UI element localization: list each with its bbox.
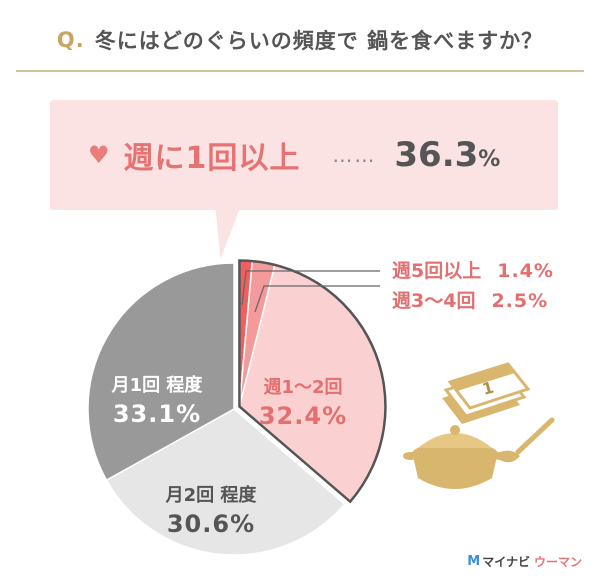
weekly-group-outline bbox=[238, 259, 387, 504]
slice-label-value: 30.6% bbox=[166, 510, 256, 539]
heart-icon: ♥ bbox=[88, 141, 110, 169]
slice-label-monthly-1: 月1回 程度 33.1% bbox=[92, 374, 222, 431]
question-header: Q. 冬にはどのぐらいの頻度で 鍋を食べますか？ bbox=[0, 18, 600, 62]
leader-line-weekly-3-4 bbox=[254, 285, 380, 313]
slice-label-name: 月1回 程度 bbox=[111, 375, 203, 396]
header-divider bbox=[16, 70, 584, 72]
slice-label-name: 週1〜2回 bbox=[263, 377, 343, 398]
pie-slices bbox=[87, 259, 387, 556]
question-prefix: Q. bbox=[56, 28, 85, 52]
highlight-number: 36.3 bbox=[394, 135, 479, 175]
brand-text: マイナビ bbox=[482, 555, 530, 569]
slice-label-weekly-1-2: 週1〜2回 32.4% bbox=[248, 376, 358, 433]
pot-icon bbox=[403, 425, 507, 489]
slice-label-value: 33.1% bbox=[112, 400, 202, 429]
highlight-unit: % bbox=[478, 147, 501, 172]
brand-mark-icon: M bbox=[467, 554, 480, 569]
slice-label-name: 月2回 程度 bbox=[165, 485, 257, 506]
legend-item-weekly-3-4: 週3〜4回 2.5% bbox=[392, 286, 548, 313]
slice-label-value: 32.4% bbox=[258, 402, 348, 431]
pie-slice-monthly-1 bbox=[87, 262, 235, 482]
question-text: 冬にはどのぐらいの頻度で 鍋を食べますか？ bbox=[94, 29, 544, 53]
nabe-illustration: 1 bbox=[403, 362, 555, 489]
calendar-icon: 1 bbox=[442, 362, 531, 424]
brand-text-pink: ウーマン bbox=[533, 555, 582, 569]
slice-label-monthly-2: 月2回 程度 30.6% bbox=[146, 484, 276, 541]
legend-label: 週3〜4回 bbox=[392, 290, 476, 312]
legend-label: 週5回以上 bbox=[392, 260, 482, 282]
pie-slice-monthly-2 bbox=[105, 408, 346, 556]
highlight-dots: …… bbox=[332, 143, 377, 167]
brand-logo: M マイナビ ウーマン bbox=[467, 553, 582, 570]
legend-value: 2.5% bbox=[491, 290, 549, 312]
highlight-value: 36.3% bbox=[394, 135, 500, 175]
ladle-icon bbox=[500, 417, 555, 463]
leader-line-weekly-5 bbox=[241, 270, 380, 306]
svg-text:1: 1 bbox=[480, 378, 496, 399]
highlight-content: ♥ 週に1回以上 …… 36.3% bbox=[50, 100, 558, 210]
highlight-label: 週に1回以上 bbox=[123, 141, 301, 176]
legend-value: 1.4% bbox=[497, 260, 554, 282]
legend-item-weekly-5: 週5回以上 1.4% bbox=[392, 256, 554, 283]
highlight-bubble bbox=[50, 100, 558, 210]
leader-lines bbox=[241, 270, 380, 313]
